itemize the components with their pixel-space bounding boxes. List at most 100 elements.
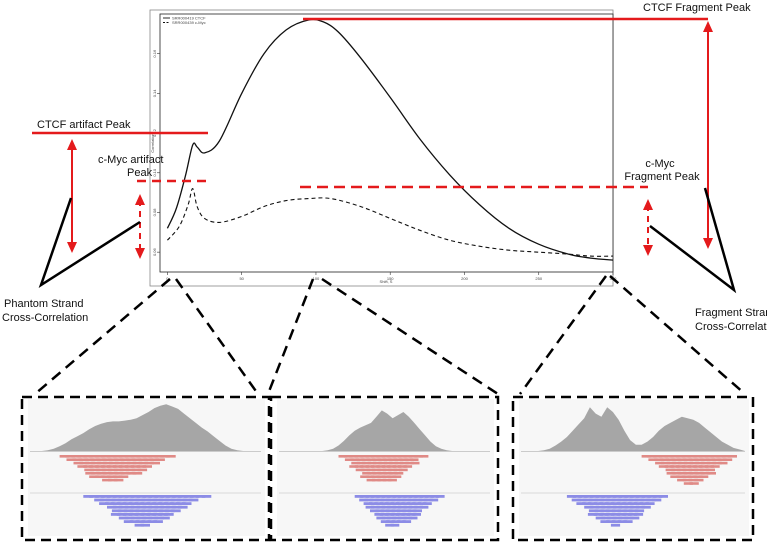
reverse-read bbox=[135, 520, 146, 523]
reverse-read bbox=[177, 498, 187, 502]
forward-read bbox=[101, 475, 111, 478]
reverse-read bbox=[369, 502, 378, 505]
reverse-read bbox=[371, 495, 380, 498]
forward-read bbox=[706, 461, 716, 465]
fragment-strand-label-line2: Cross-Correlation bbox=[695, 321, 767, 333]
reverse-read bbox=[566, 495, 577, 498]
reverse-read bbox=[403, 495, 413, 498]
forward-read bbox=[149, 458, 159, 461]
reverse-read bbox=[595, 516, 605, 520]
reverse-read bbox=[612, 516, 623, 520]
reverse-read bbox=[159, 498, 169, 502]
cmyc-correlation-curve bbox=[166, 188, 614, 257]
reverse-read bbox=[124, 495, 135, 498]
forward-read bbox=[83, 455, 93, 458]
forward-read bbox=[148, 455, 158, 458]
reverse-read bbox=[118, 495, 129, 498]
forward-read bbox=[678, 461, 688, 465]
x-tick-label: 50 bbox=[239, 276, 244, 281]
reverse-read bbox=[381, 495, 391, 498]
reverse-read bbox=[391, 520, 401, 523]
reverse-read bbox=[402, 509, 412, 513]
reverse-read bbox=[611, 520, 622, 523]
reverse-read bbox=[375, 509, 385, 513]
forward-read bbox=[102, 458, 112, 461]
forward-read bbox=[711, 458, 721, 461]
forward-read bbox=[701, 472, 711, 475]
reverse-read bbox=[154, 495, 164, 498]
forward-read bbox=[400, 461, 409, 465]
forward-read bbox=[705, 458, 715, 461]
forward-read bbox=[130, 455, 141, 458]
forward-read bbox=[388, 458, 397, 461]
panel-dashed-border bbox=[20, 395, 271, 542]
reverse-read bbox=[111, 498, 122, 502]
forward-read bbox=[727, 455, 737, 458]
reverse-read bbox=[424, 498, 433, 502]
forward-read bbox=[381, 475, 391, 478]
forward-read bbox=[362, 461, 371, 465]
forward-read bbox=[658, 465, 668, 468]
forward-read bbox=[704, 455, 714, 458]
forward-read bbox=[77, 455, 87, 458]
reverse-read bbox=[398, 505, 407, 509]
reverse-read bbox=[122, 502, 133, 505]
read-track-panel bbox=[20, 395, 271, 542]
forward-read bbox=[131, 468, 142, 472]
reverse-read bbox=[588, 509, 599, 513]
reverse-read bbox=[152, 502, 162, 505]
forward-read bbox=[659, 458, 669, 461]
reverse-read bbox=[134, 502, 145, 505]
reverse-read bbox=[595, 505, 605, 509]
forward-read bbox=[96, 458, 106, 461]
reverse-read bbox=[628, 502, 638, 505]
forward-read bbox=[71, 455, 81, 458]
cross-correlation-plot: SRR000419 CTCF SRR000439 c-Myc 0 50 100 150… bbox=[149, 9, 617, 287]
reverse-read bbox=[606, 509, 616, 513]
reverse-read bbox=[408, 505, 418, 509]
reverse-read bbox=[152, 513, 162, 516]
forward-read bbox=[705, 468, 715, 472]
cmyc-artifact-peak-label-line1: c-Myc artifact bbox=[98, 154, 163, 166]
reverse-read bbox=[392, 495, 402, 498]
cmyc-fragment-arrowhead-bottom bbox=[643, 245, 653, 256]
coverage-track bbox=[30, 404, 261, 451]
reverse-read bbox=[611, 509, 622, 513]
forward-read bbox=[371, 465, 380, 468]
ctcf-fragment-arrowhead-top bbox=[703, 21, 713, 32]
reverse-read bbox=[408, 495, 418, 498]
forward-read bbox=[72, 458, 82, 461]
forward-read bbox=[394, 472, 404, 475]
reverse-read bbox=[124, 516, 135, 520]
forward-read bbox=[119, 458, 130, 461]
reverse-read bbox=[146, 513, 156, 516]
forward-read bbox=[344, 458, 354, 461]
forward-read bbox=[107, 465, 117, 468]
reverse-read bbox=[178, 495, 188, 498]
forward-read bbox=[687, 455, 697, 458]
forward-read bbox=[372, 458, 381, 461]
forward-read bbox=[722, 455, 732, 458]
plot-legend: SRR000419 CTCF SRR000439 c-Myc bbox=[163, 16, 206, 25]
reverse-read bbox=[105, 502, 115, 505]
forward-read bbox=[361, 468, 370, 472]
forward-read bbox=[699, 475, 709, 478]
reverse-read bbox=[112, 495, 123, 498]
reverse-read bbox=[618, 495, 628, 498]
reverse-read bbox=[370, 498, 379, 502]
forward-read bbox=[66, 458, 76, 461]
reverse-read bbox=[630, 516, 640, 520]
reverse-read bbox=[354, 495, 364, 498]
reverse-read bbox=[380, 498, 390, 502]
reverse-read bbox=[371, 505, 380, 509]
reverse-read bbox=[172, 495, 182, 498]
cmyc-fragment-peak-label-line1: c-Myc bbox=[645, 158, 675, 170]
reverse-read bbox=[633, 513, 644, 516]
ctcf-fragment-peak-label: CTCF Fragment Peak bbox=[643, 2, 751, 14]
reverse-read bbox=[607, 495, 617, 498]
reverse-read bbox=[182, 502, 192, 505]
reverse-read bbox=[124, 505, 135, 509]
reverse-read bbox=[634, 498, 645, 502]
reverse-read bbox=[130, 505, 141, 509]
forward-read bbox=[393, 458, 403, 461]
